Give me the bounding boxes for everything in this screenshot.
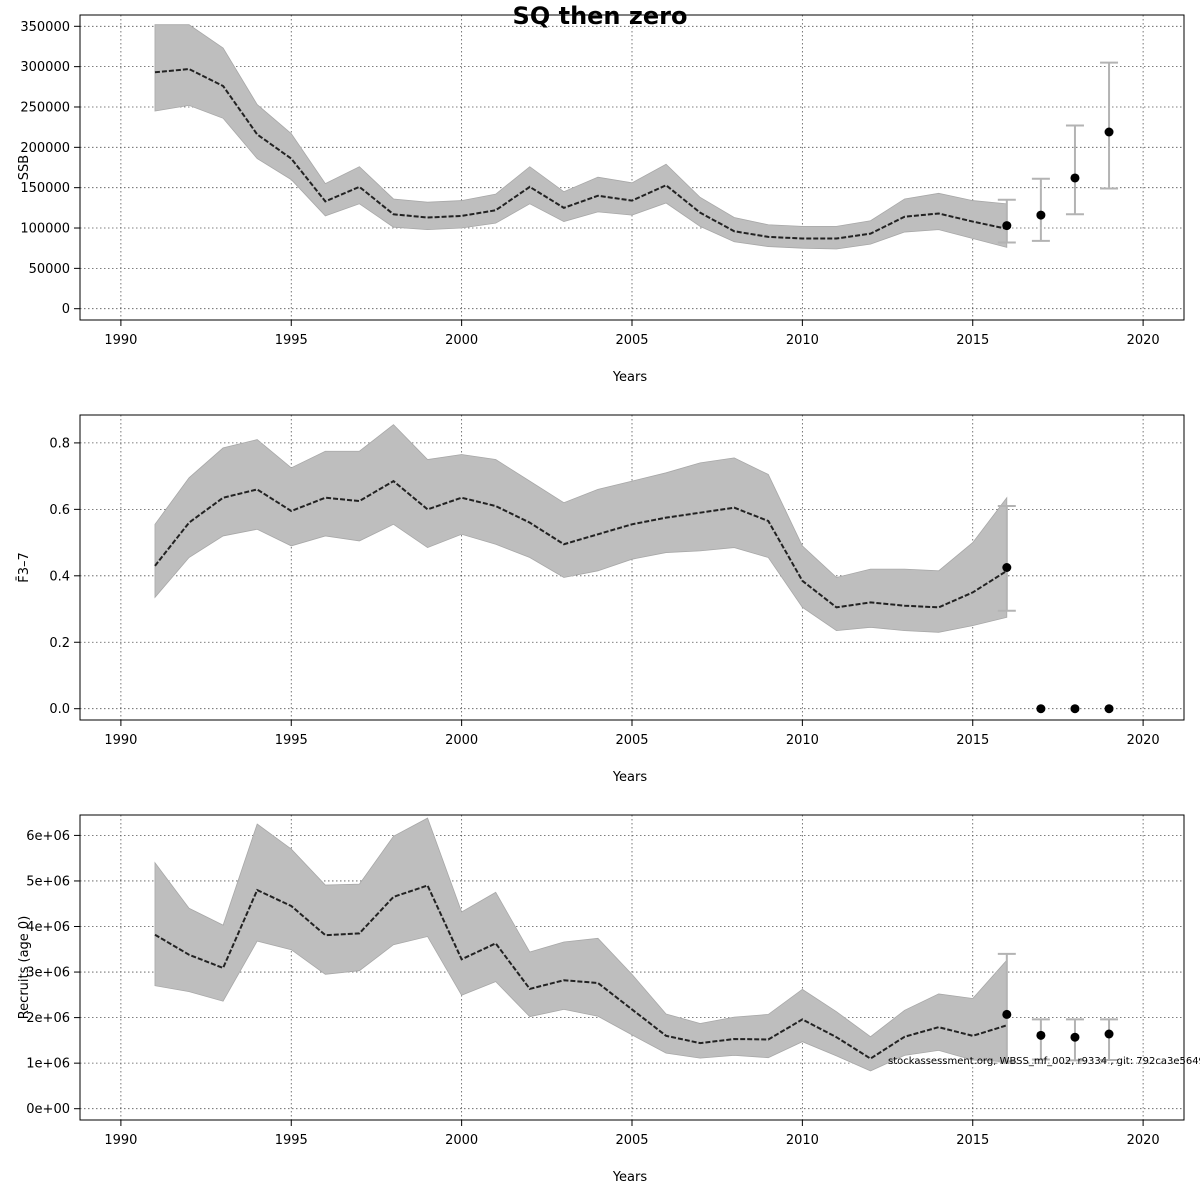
x-tick-label: 1995: [275, 1133, 308, 1148]
forecast-point: [1002, 221, 1012, 231]
x-tick-label: 1995: [275, 733, 308, 748]
x-tick-label: 2000: [445, 733, 478, 748]
estimate-line: [154, 68, 1008, 240]
panel-2: 1990 1995 2000 2005 2010 2015 2020 0.0 0.2 0.4 0.6…: [17, 414, 1185, 785]
confidence-band: [154, 424, 1008, 633]
x-tick-label: 1990: [104, 1133, 137, 1148]
y-tick-label: 0.6: [49, 503, 70, 518]
chart-title: SQ then zero: [512, 2, 688, 30]
x-tick-label: 2005: [615, 1133, 648, 1148]
x-tick-label: 1990: [104, 733, 137, 748]
y-tick-label: 0: [62, 302, 70, 317]
y-tick-label: 0e+00: [26, 1102, 70, 1117]
forecast-point: [1002, 1009, 1012, 1019]
x-tick-label: 2020: [1127, 1133, 1160, 1148]
confidence-band: [154, 817, 1008, 1072]
x-tick-label: 2020: [1127, 333, 1160, 348]
estimate-line: [154, 479, 1008, 609]
forecast-point: [1002, 563, 1012, 572]
x-axis-label: Years: [612, 1170, 648, 1185]
y-tick-label: 300000: [20, 60, 70, 75]
y-tick-label: 3e+06: [26, 966, 70, 981]
forecast-point: [1070, 1032, 1080, 1042]
x-tick-label: 2020: [1127, 733, 1160, 748]
x-tick-label: 2010: [786, 733, 819, 748]
y-tick-label: 5e+06: [26, 874, 70, 889]
x-axis-label: Years: [612, 770, 648, 785]
forecast-point: [1036, 704, 1046, 714]
y-tick-label: 350000: [20, 20, 70, 35]
x-tick-label: 2010: [786, 1133, 819, 1148]
footer-note: stockassessment.org, WBSS_mf_002, r9334 …: [888, 1056, 1200, 1067]
forecast-point: [1036, 1030, 1046, 1040]
y-tick-label: 1e+06: [26, 1057, 70, 1072]
y-tick-label: 250000: [20, 100, 70, 115]
y-tick-label: 0.0: [49, 702, 70, 717]
forecast-point: [1104, 1029, 1114, 1039]
y-tick-label: 50000: [29, 262, 70, 277]
y-tick-label: 0.8: [49, 436, 70, 451]
x-tick-label: 2005: [615, 733, 648, 748]
x-tick-label: 2010: [786, 333, 819, 348]
x-tick-label: 2000: [445, 333, 478, 348]
forecast-point: [1070, 173, 1080, 183]
y-tick-label: 100000: [20, 222, 70, 237]
panel-3: 1990 1995 2000 2005 2010 2015 2020 0e+00 1e+06 2e…: [17, 814, 1185, 1185]
y-tick-label: 2e+06: [26, 1011, 70, 1026]
confidence-band: [154, 24, 1008, 250]
estimate-line: [154, 884, 1008, 1060]
forecast-point: [1070, 704, 1080, 714]
y-axis-label: SSB: [17, 155, 32, 180]
forecast-point: [1104, 704, 1114, 714]
y-axis-label: F̄3–7: [17, 552, 32, 583]
y-tick-label: 200000: [20, 141, 70, 156]
x-tick-label: 2015: [956, 333, 989, 348]
x-tick-label: 1990: [104, 333, 137, 348]
y-axis-label: Recruits (age 0): [17, 916, 32, 1020]
x-axis-label: Years: [612, 370, 648, 385]
y-tick-label: 0.4: [49, 569, 70, 584]
y-tick-label: 4e+06: [26, 920, 70, 935]
x-tick-label: 2000: [445, 1133, 478, 1148]
y-tick-label: 6e+06: [26, 829, 70, 844]
y-tick-label: 0.2: [49, 636, 70, 651]
forecast-point: [1036, 210, 1046, 220]
x-tick-label: 2015: [956, 733, 989, 748]
y-tick-label: 150000: [20, 181, 70, 196]
x-tick-label: 1995: [275, 333, 308, 348]
panel-1: 1990 1995 2000 2005 2010 2015 2020 0 50000 100000…: [17, 14, 1185, 385]
forecast-point: [1104, 127, 1114, 137]
x-tick-label: 2015: [956, 1133, 989, 1148]
x-tick-label: 2005: [615, 333, 648, 348]
